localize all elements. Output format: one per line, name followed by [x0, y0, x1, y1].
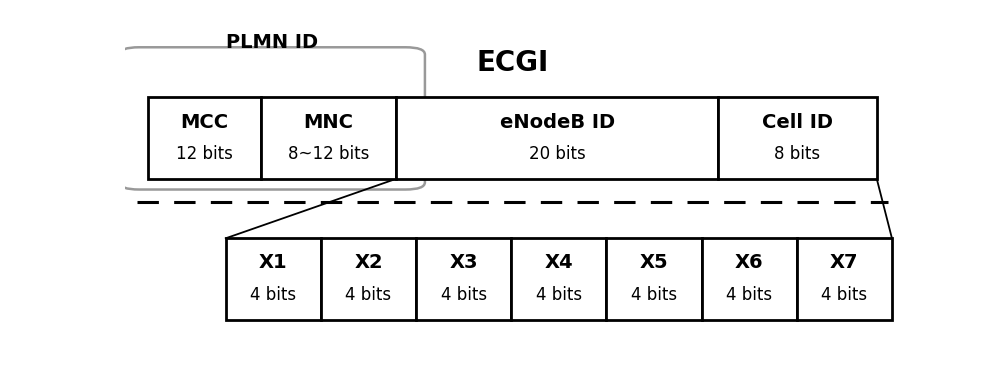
Bar: [702, 238, 797, 320]
Bar: [718, 98, 877, 179]
Text: eNodeB ID: eNodeB ID: [500, 113, 615, 132]
Bar: [261, 98, 396, 179]
Text: X5: X5: [640, 253, 668, 273]
Text: X2: X2: [354, 253, 383, 273]
Text: X3: X3: [449, 253, 478, 273]
Bar: [396, 98, 718, 179]
Text: 4 bits: 4 bits: [441, 286, 487, 304]
Text: 4 bits: 4 bits: [536, 286, 582, 304]
Text: MCC: MCC: [180, 113, 228, 132]
Bar: [416, 238, 511, 320]
Bar: [226, 238, 321, 320]
Text: 12 bits: 12 bits: [176, 145, 233, 163]
Text: 4 bits: 4 bits: [726, 286, 772, 304]
Text: Cell ID: Cell ID: [762, 113, 833, 132]
Bar: [797, 238, 892, 320]
Text: 4 bits: 4 bits: [250, 286, 296, 304]
Text: ECGI: ECGI: [476, 49, 549, 77]
Bar: [321, 238, 416, 320]
Bar: [511, 238, 606, 320]
Text: 20 bits: 20 bits: [529, 145, 585, 163]
Text: 8~12 bits: 8~12 bits: [288, 145, 369, 163]
Text: PLMN ID: PLMN ID: [226, 33, 318, 52]
Bar: [148, 98, 261, 179]
Text: X7: X7: [830, 253, 859, 273]
Bar: [606, 238, 702, 320]
Text: 8 bits: 8 bits: [774, 145, 820, 163]
Text: X4: X4: [545, 253, 573, 273]
Text: 4 bits: 4 bits: [821, 286, 867, 304]
Text: 4 bits: 4 bits: [631, 286, 677, 304]
Text: X1: X1: [259, 253, 288, 273]
Text: 4 bits: 4 bits: [345, 286, 392, 304]
Text: MNC: MNC: [303, 113, 353, 132]
Text: X6: X6: [735, 253, 763, 273]
